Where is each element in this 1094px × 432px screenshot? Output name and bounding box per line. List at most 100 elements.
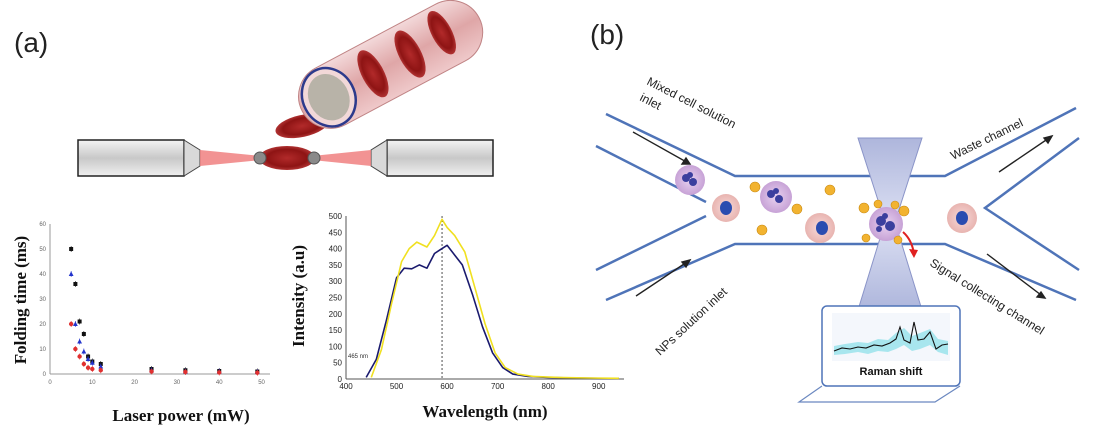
chart1-x-tick: 40 [216,380,223,386]
chart2-xlabel: Wavelength (nm) [422,402,547,421]
pink-cell [947,203,977,233]
purple-cell [760,181,792,213]
nanoparticle [858,202,870,214]
right-objective [386,139,494,177]
chart1-y-tick: 50 [39,247,46,253]
panel-a-label: (a) [14,27,48,58]
nanoparticle [893,235,903,245]
blood-tube [298,0,484,129]
nanoparticle [791,203,803,215]
channel-wall-right-top [982,136,1080,272]
chart1-point-circle [77,354,82,359]
chart1-point-circle [217,370,222,375]
chart2-y-tick: 150 [329,326,343,335]
right-objective-tip [370,139,388,177]
chart2-y-tick: 400 [329,245,343,254]
chart1-x-tick: 10 [89,380,96,386]
chart2-x-tick: 700 [491,382,505,391]
bead-right [307,151,321,165]
chart2-series-line-1 [365,244,619,380]
cells [675,165,977,243]
chart1-y-tick: 30 [39,297,46,303]
chart1-point-triangle [89,360,95,365]
chart2-y-tick: 200 [329,310,343,319]
chart1-point-circle [90,366,95,372]
optical-trap-illustration [77,0,494,177]
panel-b-label: (b) [590,19,624,50]
chart1-point-square [69,247,74,251]
chart1-point-triangle [72,321,78,326]
chart1-point-circle [85,365,91,370]
chart1-point-triangle [77,338,83,344]
chart1-point-circle [183,369,188,375]
chart2-y-tick: 100 [329,342,343,351]
nanoparticle [861,233,871,243]
chart2-series-line-2 [370,218,619,380]
trapped-purple-cell [869,207,903,241]
channel-wall-bottom-inner [595,214,707,272]
chart1-point-circle [98,368,103,373]
chart1-point-square [81,332,86,336]
chart1-ylabel: Folding time (ms) [11,236,30,364]
laptop-label: Raman shift [860,366,923,378]
chart1-point-circle [149,369,154,374]
chart1-y-tick: 10 [39,347,46,353]
chart2-y-tick: 0 [338,375,343,384]
folding-time-chart: 0 10 20 30 40 50 60 0 10 20 30 40 50 Folding time (m… [11,222,270,425]
chart2-y-tick: 300 [329,277,343,286]
chart1-y-tick: 0 [43,372,47,378]
chart1-point-triangle [85,356,91,361]
chart1-point-circle [73,346,78,352]
raman-spectrum-line [833,321,949,352]
laser-beam-right [312,150,371,166]
nanoparticle [756,224,768,236]
chart1-point-circle [255,370,260,375]
chart1-point-triangle [98,363,104,369]
chart1-point-circle [68,321,74,327]
laptop: Raman shift [797,305,961,403]
chart1-y-tick: 60 [39,222,46,228]
chart2-x-tick: 900 [592,382,606,391]
chart1-y-tick: 40 [39,272,46,278]
chart1-x-tick: 30 [174,380,181,386]
nanoparticle [749,181,761,193]
pink-cell [805,213,835,243]
chart1-point-square [73,282,78,286]
chart2-ylabel: Intensity (a.u) [289,245,308,347]
pink-cell [712,194,740,222]
channel-wall-bottom-left [605,242,1077,302]
chart2-x-tick: 600 [440,382,454,391]
raman-spectrum-band [834,328,948,355]
purple-cell [675,165,705,195]
flow-arrows [632,131,1054,299]
nanoparticle [873,199,883,209]
bead-left [253,151,267,165]
chart1-point-triangle [81,348,87,354]
chart2-y-tick: 450 [329,228,343,237]
nanoparticle [898,205,910,217]
chart2-y-tick: 50 [333,359,342,368]
channel-wall-top-left [605,106,1077,178]
chart1-x-tick: 50 [258,380,265,386]
chart1-xlabel: Laser power (mW) [112,406,249,425]
chart1-point-square [77,319,82,324]
spectrum-chart: 0 50 100 150 200 250 300 350 400 450 500 400 500 600 7… [289,212,624,421]
chart1-x-tick: 0 [48,380,52,386]
chart1-y-tick: 20 [39,322,46,328]
nanoparticle [890,200,900,210]
left-objective [77,139,185,177]
inlet-bottom-label: NPs solution inlet [652,284,730,358]
chart2-x-tick: 500 [390,382,404,391]
chart1-point-circle [81,361,87,367]
chart2-y-tick: 250 [329,294,343,303]
chart2-x-tick: 400 [339,382,353,391]
nanoparticle [824,184,836,196]
chart2-y-tick: 500 [329,212,343,221]
laser-beam-left [200,150,262,166]
chart2-y-tick: 350 [329,261,343,270]
left-objective-tip [183,139,201,177]
nanoparticles [749,181,910,245]
chart2-x-tick: 800 [542,382,556,391]
trapped-red-blood-cell [259,146,315,170]
